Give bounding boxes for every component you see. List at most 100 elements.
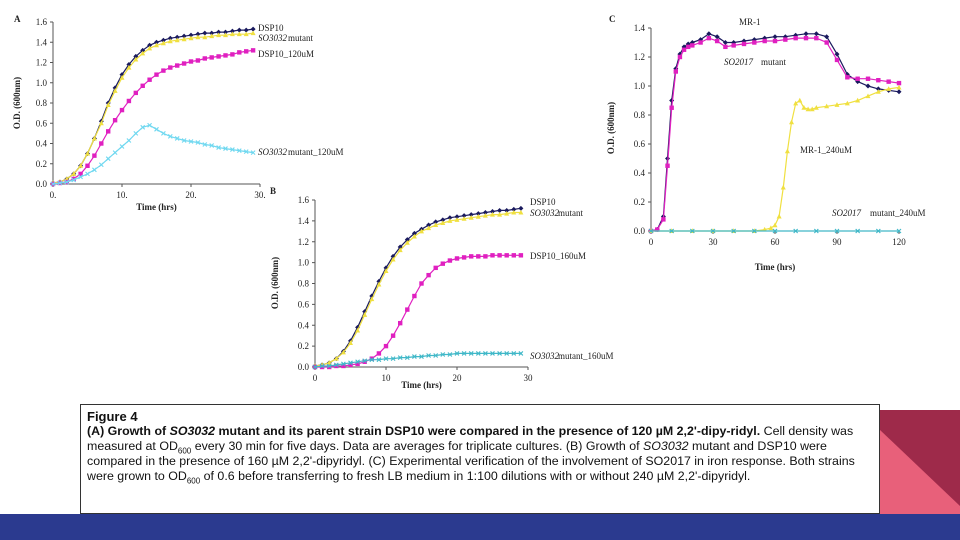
data-point — [504, 210, 510, 216]
caption-b-strain: SO3032 — [643, 439, 689, 453]
data-point — [383, 356, 389, 362]
data-point — [161, 68, 166, 73]
data-point — [188, 32, 194, 38]
data-point — [426, 272, 431, 278]
data-point — [762, 226, 768, 232]
data-point — [243, 149, 249, 154]
data-point — [440, 261, 445, 266]
data-point — [216, 145, 221, 150]
data-point — [78, 163, 84, 168]
data-point — [834, 57, 840, 63]
data-point — [188, 59, 194, 64]
data-point — [482, 210, 488, 216]
data-point — [140, 50, 146, 56]
data-point — [216, 32, 222, 38]
data-point — [64, 179, 70, 185]
data-point — [230, 147, 235, 152]
data-point — [369, 356, 374, 361]
data-point — [752, 40, 757, 45]
caption-a-prefix: (A) Growth of — [87, 424, 170, 438]
data-point — [369, 296, 375, 302]
data-point — [461, 351, 467, 356]
data-point — [236, 148, 242, 153]
data-point — [133, 130, 139, 136]
series-label: mutant_240uM — [870, 208, 926, 218]
series-label: SO3032 — [258, 147, 287, 157]
data-point — [751, 228, 757, 234]
data-point — [468, 215, 474, 220]
data-point — [768, 225, 774, 231]
data-point — [844, 100, 850, 106]
y-tick-label: 1.2 — [36, 58, 47, 68]
data-point — [236, 27, 242, 33]
series-label: DSP10_160uM — [530, 251, 586, 261]
data-point — [64, 176, 70, 181]
data-point — [326, 363, 332, 369]
data-point — [461, 255, 467, 260]
data-point — [397, 247, 403, 253]
y-axis-title: O.D. (600nm) — [270, 257, 280, 309]
data-point — [92, 167, 97, 173]
data-point — [440, 352, 446, 357]
data-point — [126, 138, 132, 143]
data-point — [71, 177, 77, 183]
data-point — [504, 351, 510, 356]
data-point — [78, 174, 83, 180]
data-point — [801, 105, 807, 110]
data-point — [85, 163, 90, 168]
y-tick-label: 0.4 — [634, 168, 646, 178]
data-point — [244, 49, 249, 54]
data-point — [334, 363, 339, 369]
data-point — [397, 355, 403, 360]
series-label: MR-1 — [739, 17, 761, 27]
data-point — [504, 253, 509, 258]
data-point — [490, 211, 495, 217]
series-label: DSP10 — [258, 23, 284, 33]
data-point — [175, 63, 180, 68]
data-point — [805, 106, 811, 112]
data-point — [780, 184, 786, 190]
data-point — [714, 38, 720, 44]
data-point — [355, 324, 361, 330]
data-point — [71, 171, 77, 176]
data-point — [741, 41, 747, 47]
data-point — [181, 61, 187, 66]
x-tick-label: 90 — [833, 237, 843, 247]
data-point — [433, 222, 439, 228]
data-point — [518, 351, 524, 356]
data-point — [312, 364, 318, 370]
data-point — [362, 312, 368, 317]
data-point — [188, 35, 194, 41]
data-point — [669, 105, 674, 110]
data-point — [209, 55, 214, 60]
data-point — [140, 124, 146, 130]
x-tick-label: 0. — [50, 190, 57, 200]
series-line-2 — [315, 254, 521, 368]
data-point — [875, 228, 881, 234]
data-point — [461, 216, 467, 221]
data-point — [834, 102, 840, 107]
data-point — [119, 144, 125, 149]
x-tick-label: 60 — [771, 237, 781, 247]
data-point — [209, 143, 215, 148]
data-point — [793, 100, 799, 106]
data-point — [99, 141, 104, 146]
data-point — [341, 361, 346, 367]
data-point — [686, 44, 691, 50]
y-tick-label: 1.6 — [36, 17, 48, 27]
data-point — [440, 217, 446, 223]
data-point — [405, 307, 410, 312]
data-point — [92, 153, 97, 158]
data-point — [229, 31, 235, 37]
footer-band — [0, 514, 960, 540]
data-point — [419, 228, 424, 234]
x-tick-label: 30. — [254, 190, 265, 200]
data-point — [454, 214, 460, 220]
data-point — [511, 209, 517, 215]
y-tick-label: 1.0 — [36, 78, 48, 88]
data-point — [412, 354, 417, 359]
caption-a-strain: SO3032 — [169, 424, 216, 438]
decorative-corner-pink — [880, 430, 960, 514]
chart-panel-b: B 0.0 0.2 0.4 0.6 0.8 1.0 1.2 1.4 1.6 0 10 20 30 Time… — [270, 186, 614, 390]
x-tick-label: 0 — [649, 237, 654, 247]
